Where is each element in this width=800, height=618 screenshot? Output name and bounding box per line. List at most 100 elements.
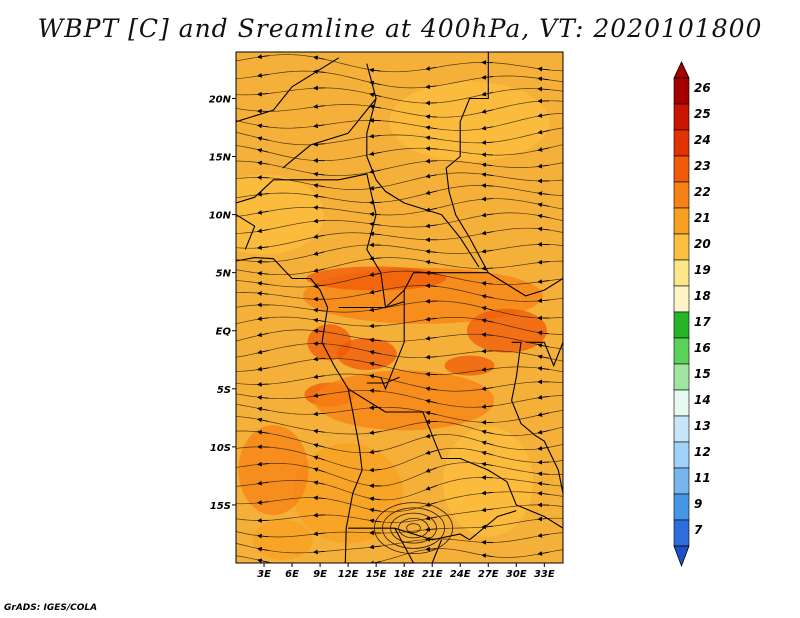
streamline-arrow	[369, 67, 381, 73]
streamline-arrow	[369, 133, 381, 139]
streamline-arrow	[256, 54, 269, 59]
vortex-streamline	[398, 518, 429, 539]
streamline-arrow	[313, 467, 325, 473]
streamline-arrow	[425, 158, 437, 164]
streamline-arrow	[369, 256, 381, 261]
streamline-arrow	[537, 491, 550, 496]
x-tick-label: 18E	[394, 569, 415, 580]
streamline-arrow	[481, 91, 494, 97]
streamline-arrow	[313, 480, 325, 486]
x-tick-label: 30E	[506, 569, 527, 580]
streamline-arrow	[313, 234, 325, 239]
streamline-arrow	[425, 467, 438, 473]
coastline-border	[236, 214, 256, 250]
streamline	[236, 477, 563, 501]
streamline-arrow	[481, 248, 493, 254]
streamline	[236, 243, 563, 263]
streamline-arrow	[313, 141, 325, 147]
coastline-border	[431, 539, 443, 563]
streamline-arrow	[481, 172, 493, 178]
x-axis: 3E 6E 9E 12E 15E 18E 21E 24E 27E 30E 33E	[257, 563, 555, 580]
colorbar-swatch	[673, 311, 690, 339]
colorbar-swatch	[673, 181, 690, 209]
streamline-arrow	[369, 231, 381, 237]
colorbar-label: 19	[694, 263, 711, 277]
colorbar-swatch	[673, 155, 690, 183]
streamline-arrow	[537, 76, 550, 82]
streamline	[236, 316, 563, 335]
streamline-arrow	[257, 349, 269, 355]
wbpt-contour-region	[252, 519, 313, 560]
streamline	[236, 198, 563, 217]
streamline-arrow	[256, 546, 269, 552]
streamline-arrow	[537, 259, 550, 265]
streamline-arrow	[425, 114, 437, 119]
streamline	[236, 373, 563, 392]
streamline-arrow	[257, 406, 269, 412]
colorbar-label: 25	[694, 107, 711, 121]
streamline-arrow	[256, 271, 269, 276]
streamline-arrow	[537, 429, 550, 435]
streamline	[236, 329, 563, 350]
streamline-arrow	[256, 73, 269, 78]
x-tick-label: 6E	[285, 569, 299, 580]
streamline	[236, 548, 563, 563]
streamline-arrow	[481, 109, 494, 114]
streamline-arrow	[257, 136, 269, 141]
streamline-arrow	[313, 55, 325, 61]
streamline-arrow	[256, 291, 269, 296]
colorbar-label: 24	[694, 133, 711, 147]
streamline	[236, 504, 563, 523]
wbpt-contour-region	[306, 266, 447, 291]
coastline-border	[525, 341, 563, 368]
streamline-arrow	[481, 429, 494, 435]
streamline-arrow	[256, 228, 269, 234]
streamline-arrow	[425, 146, 437, 151]
colorbar-label: 23	[694, 159, 711, 173]
streamline-arrow	[425, 66, 437, 71]
colorbar-label: 14	[694, 393, 711, 407]
streamline-arrow	[425, 207, 437, 213]
streamline-arrow	[313, 218, 325, 224]
x-tick-label: 27E	[478, 569, 499, 580]
streamline-arrow	[537, 481, 550, 487]
streamline-arrow	[425, 546, 437, 552]
streamline-arrow	[425, 335, 437, 341]
streamline-arrow	[537, 551, 550, 556]
colorbar-swatch	[673, 207, 690, 235]
colorbar-swatch	[673, 441, 690, 469]
streamline-arrow	[256, 316, 269, 322]
streamline-arrow	[313, 455, 325, 461]
streamline-arrow	[313, 356, 325, 362]
streamline-arrow	[481, 306, 494, 311]
y-tick-label: 5S	[217, 385, 231, 396]
streamline-arrow	[313, 193, 325, 199]
streamline-arrow	[537, 516, 550, 522]
streamline-arrow	[537, 412, 550, 417]
streamline	[236, 160, 563, 177]
streamline-arrow	[256, 461, 269, 467]
wbpt-contour-region	[238, 425, 309, 516]
streamline-arrow	[425, 386, 437, 392]
streamline-arrow	[369, 80, 381, 86]
streamline-arrow	[481, 332, 493, 338]
streamline-arrow	[369, 151, 381, 156]
x-tick-label: 15E	[366, 569, 387, 580]
streamline-arrow	[313, 549, 325, 555]
streamline-arrow	[313, 183, 325, 188]
streamline-arrow	[425, 433, 437, 439]
streamline-arrow	[481, 367, 493, 372]
streamline-arrow	[369, 272, 381, 277]
plot-area	[236, 52, 563, 563]
streamline-arrow	[537, 279, 550, 284]
streamline	[236, 54, 563, 73]
streamline	[236, 285, 563, 302]
coastline-border	[511, 341, 563, 494]
streamline-arrow	[425, 259, 437, 265]
x-tick-label: 24E	[450, 569, 471, 580]
streamline-arrow	[425, 316, 437, 322]
streamline	[236, 446, 563, 471]
streamline-arrow	[425, 84, 437, 90]
colorbar-swatch	[673, 285, 690, 313]
streamline-arrow	[537, 213, 550, 219]
